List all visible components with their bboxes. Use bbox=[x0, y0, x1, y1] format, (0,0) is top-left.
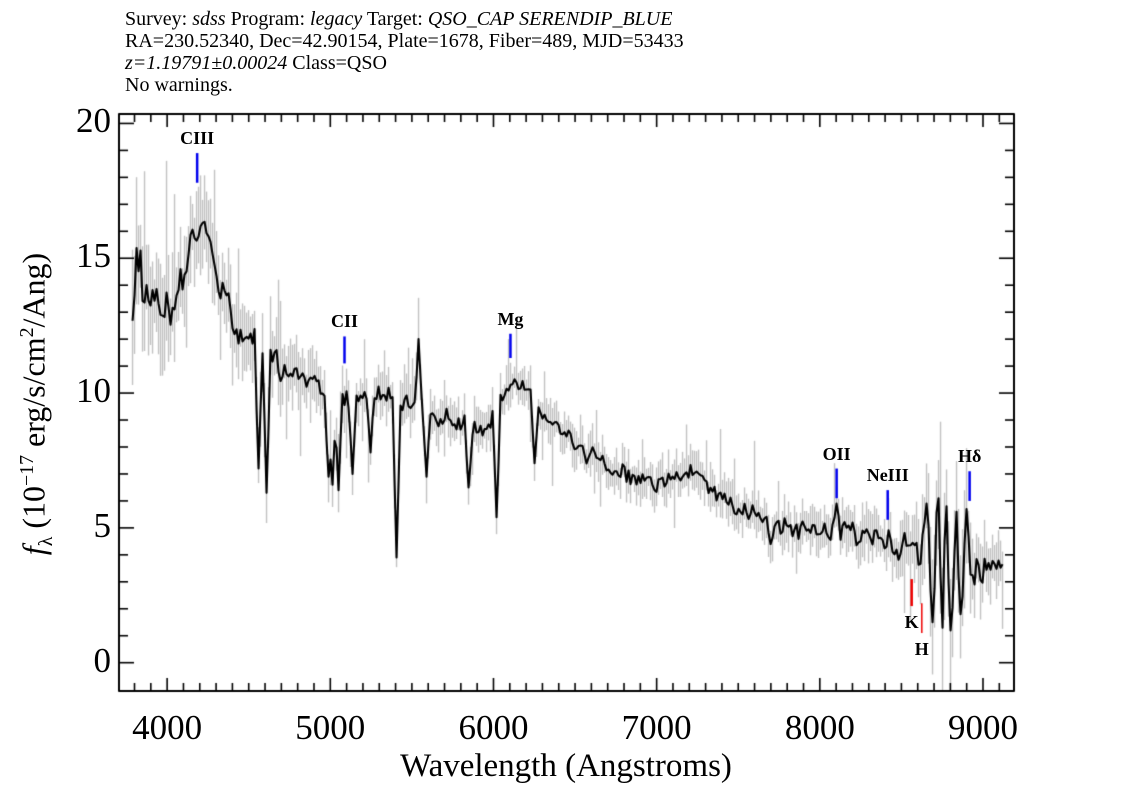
x-tick-label: 9000 bbox=[947, 708, 1018, 747]
text-run: f bbox=[15, 546, 52, 556]
line-label-H: H bbox=[914, 639, 929, 660]
y-tick-label: 15 bbox=[76, 236, 111, 276]
text-run: No warnings. bbox=[125, 74, 233, 96]
text-run: −17 bbox=[15, 455, 38, 487]
text-run: (10 bbox=[15, 486, 52, 537]
x-tick-label: 7000 bbox=[621, 708, 692, 747]
text-run: Class=QSO bbox=[287, 52, 387, 74]
line-label-CII: CII bbox=[330, 311, 359, 332]
line-label-K: K bbox=[904, 612, 919, 633]
y-tick-label: 10 bbox=[76, 371, 111, 411]
y-tick-label: 5 bbox=[93, 505, 112, 545]
line-label-OII: OII bbox=[822, 443, 851, 464]
text-run: erg/s/cm bbox=[15, 337, 52, 455]
y-tick-label: 0 bbox=[93, 640, 112, 680]
header-line-warnings: No warnings. bbox=[125, 74, 233, 96]
x-tick-label: 4000 bbox=[132, 708, 203, 747]
x-tick-label: 5000 bbox=[295, 708, 366, 747]
text-run: sdss bbox=[192, 8, 226, 30]
text-run: z=1.19791±0.00024 bbox=[125, 52, 288, 74]
line-label-CIII: CIII bbox=[180, 128, 215, 149]
header-line-survey: Survey: sdss Program: legacy Target: QSO… bbox=[125, 8, 672, 30]
x-tick-label: 6000 bbox=[458, 708, 529, 747]
text-run: /Ang) bbox=[15, 252, 52, 328]
text-run: legacy bbox=[310, 8, 363, 30]
text-run: Target: bbox=[362, 8, 428, 30]
y-axis-label: fλ (10−17 erg/s/cm2/Ang) bbox=[15, 252, 57, 556]
x-tick-label: 8000 bbox=[784, 708, 855, 747]
line-label-Mg: Mg bbox=[497, 308, 524, 329]
text-run: Survey: bbox=[125, 8, 193, 30]
header-line-redshift: z=1.19791±0.00024 Class=QSO bbox=[125, 52, 387, 74]
y-tick-label: 20 bbox=[76, 101, 111, 141]
line-label-NeIII: NeIII bbox=[866, 465, 909, 486]
x-axis-label: Wavelength (Angstroms) bbox=[400, 748, 732, 784]
text-run: QSO_CAP SERENDIP_BLUE bbox=[427, 8, 673, 30]
header-line-coords: RA=230.52340, Dec=42.90154, Plate=1678, … bbox=[125, 30, 684, 52]
text-run: λ bbox=[34, 536, 57, 547]
text-run: Program: bbox=[225, 8, 311, 30]
line-label-Hδ: Hδ bbox=[957, 446, 982, 467]
text-run: RA=230.52340, Dec=42.90154, Plate=1678, … bbox=[125, 30, 684, 52]
text-run: 2 bbox=[15, 327, 38, 338]
